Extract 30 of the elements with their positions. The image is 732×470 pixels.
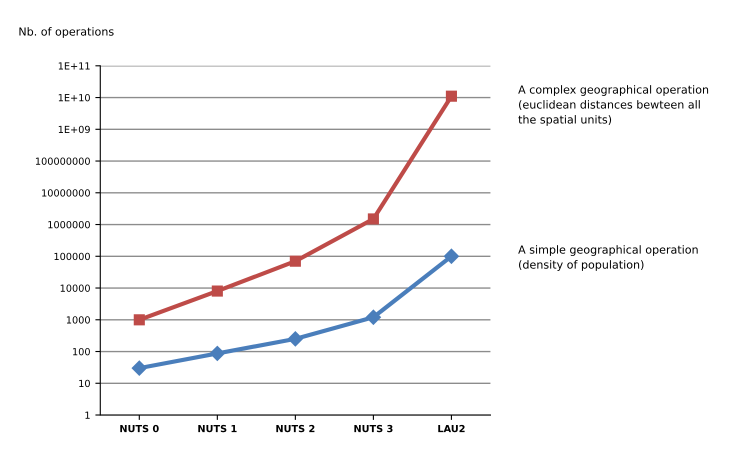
point [210, 346, 225, 362]
y-tick-label: 1E+09 [58, 126, 90, 134]
y-tick-label: 1000000 [48, 221, 90, 228]
x-tick-label: NUTS 2 [276, 424, 314, 432]
y-tick-label: 10000 [60, 284, 90, 292]
point [446, 90, 457, 102]
point [444, 248, 459, 264]
y-tick-label: 100000 [54, 252, 90, 260]
y-tick-label: 10000000 [42, 189, 90, 197]
point [288, 331, 303, 346]
x-tick-label: LAU2 [438, 424, 465, 432]
point [132, 360, 147, 376]
y-tick-label: 100000000 [36, 158, 90, 165]
y-tick-label: 10 [79, 380, 90, 388]
x-tick-label: NUTS 1 [198, 424, 237, 432]
point [134, 314, 145, 326]
point [212, 286, 223, 297]
y-tick-label: 1E+11 [58, 62, 90, 70]
point [290, 256, 301, 267]
text: A simple geographical operation (density of population) [518, 245, 698, 271]
y-tick-label: 1000 [66, 316, 90, 324]
y-tick-label: 1E+10 [58, 94, 90, 102]
text: A complex geographical operation (euclidean distances bewteen all the spatial units) [518, 85, 708, 126]
point [368, 213, 379, 224]
y-tick-label: 100 [73, 348, 90, 356]
y-tick-label: 1 [85, 412, 90, 419]
x-tick-label: NUTS 0 [120, 424, 159, 432]
point [366, 310, 381, 325]
x-tick-label: NUTS 3 [354, 424, 393, 432]
y-axis-title: Nb. of operations [19, 27, 114, 38]
